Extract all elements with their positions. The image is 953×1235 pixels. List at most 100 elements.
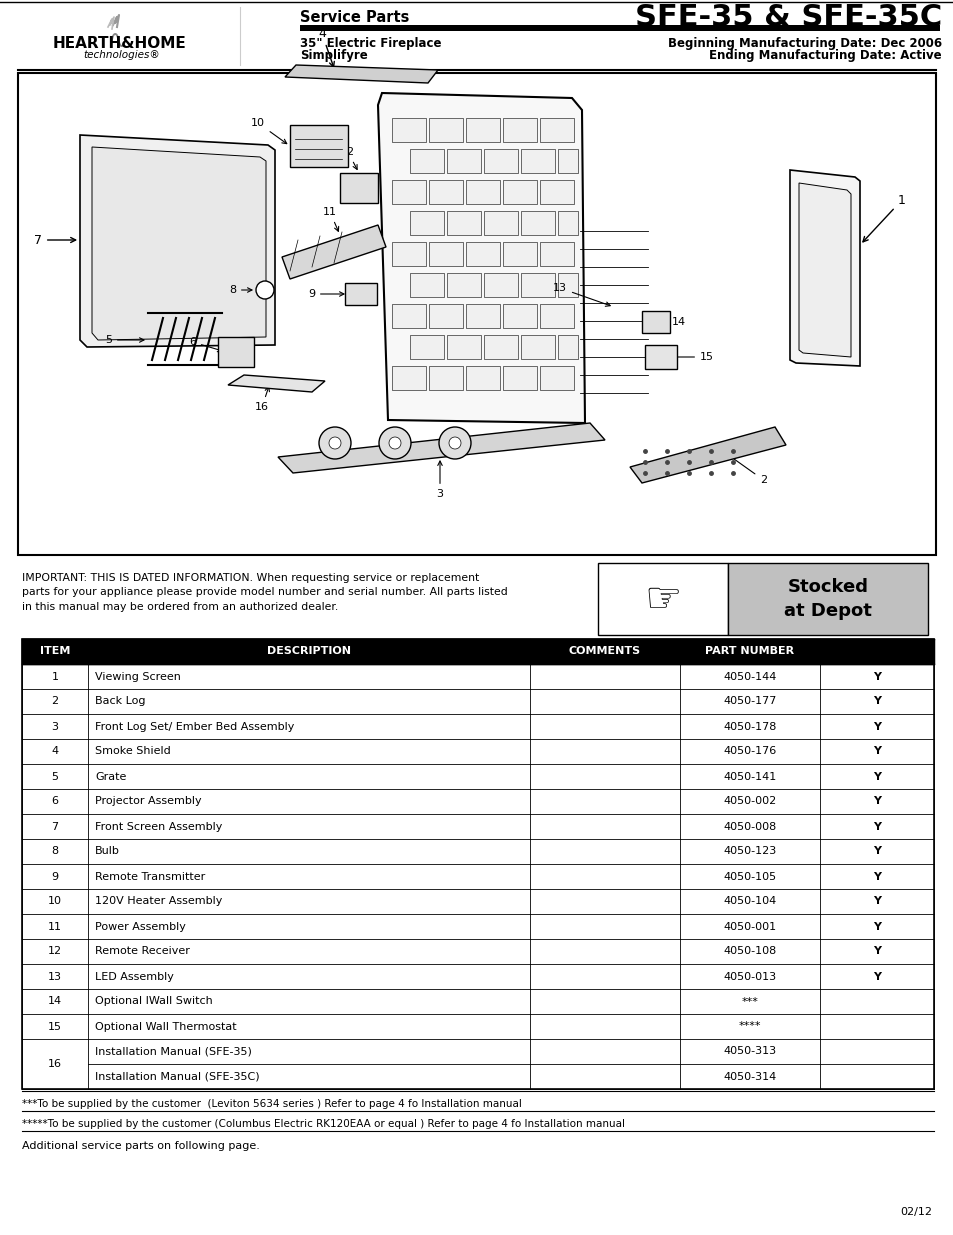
Text: Projector Assembly: Projector Assembly: [95, 797, 201, 806]
Bar: [539, 242, 574, 266]
Polygon shape: [629, 427, 785, 483]
Bar: [502, 180, 537, 204]
Bar: [339, 173, 377, 203]
Text: 4050-105: 4050-105: [722, 872, 776, 882]
Text: 4: 4: [51, 746, 58, 757]
Bar: [18, 73, 935, 555]
Bar: [22, 638, 933, 1089]
Bar: [447, 211, 480, 235]
Text: 3: 3: [436, 461, 443, 499]
Text: 4050-123: 4050-123: [722, 846, 776, 857]
Bar: [429, 304, 462, 329]
Text: 3: 3: [51, 721, 58, 731]
Bar: [727, 563, 927, 635]
Text: Grate: Grate: [95, 772, 126, 782]
Text: 16: 16: [48, 1058, 62, 1070]
Circle shape: [329, 437, 340, 450]
Circle shape: [378, 427, 411, 459]
Bar: [429, 180, 462, 204]
Bar: [641, 311, 669, 333]
Text: Service Parts: Service Parts: [299, 10, 409, 25]
Bar: [447, 149, 480, 173]
Text: 12: 12: [340, 147, 356, 169]
Polygon shape: [377, 93, 584, 424]
Bar: [502, 366, 537, 390]
Bar: [465, 242, 499, 266]
Text: 11: 11: [48, 921, 62, 931]
Text: 02/12: 02/12: [899, 1207, 931, 1216]
Polygon shape: [277, 424, 604, 473]
Text: Additional service parts on following page.: Additional service parts on following pa…: [22, 1141, 259, 1151]
Bar: [22, 864, 933, 889]
Bar: [22, 839, 933, 864]
Bar: [429, 366, 462, 390]
Bar: [410, 149, 443, 173]
Bar: [520, 149, 555, 173]
Text: Y: Y: [872, 946, 880, 956]
Text: 4050-176: 4050-176: [722, 746, 776, 757]
Bar: [299, 25, 939, 31]
Text: Y: Y: [872, 872, 880, 882]
Bar: [465, 119, 499, 142]
Text: Front Log Set/ Ember Bed Assembly: Front Log Set/ Ember Bed Assembly: [95, 721, 294, 731]
Bar: [429, 242, 462, 266]
Bar: [558, 273, 578, 296]
Bar: [558, 211, 578, 235]
Text: 6: 6: [51, 797, 58, 806]
Bar: [22, 989, 933, 1014]
Text: 2: 2: [722, 451, 766, 485]
Polygon shape: [80, 135, 274, 347]
Text: 6: 6: [189, 337, 222, 352]
Text: ITEM: ITEM: [40, 646, 71, 657]
Bar: [447, 335, 480, 359]
Text: Power Assembly: Power Assembly: [95, 921, 186, 931]
Text: 13: 13: [48, 972, 62, 982]
Text: 4050-141: 4050-141: [722, 772, 776, 782]
Bar: [22, 939, 933, 965]
Text: 9: 9: [51, 872, 58, 882]
Text: 9: 9: [308, 289, 344, 299]
Text: Y: Y: [872, 672, 880, 682]
Circle shape: [449, 437, 460, 450]
Bar: [345, 283, 376, 305]
Circle shape: [438, 427, 471, 459]
Bar: [290, 125, 348, 167]
Text: Y: Y: [872, 697, 880, 706]
Text: Viewing Screen: Viewing Screen: [95, 672, 181, 682]
Text: 4050-013: 4050-013: [722, 972, 776, 982]
Text: 4050-108: 4050-108: [722, 946, 776, 956]
Bar: [22, 889, 933, 914]
Text: 35" Electric Fireplace: 35" Electric Fireplace: [299, 37, 441, 49]
Text: 10: 10: [251, 119, 287, 143]
Text: Y: Y: [872, 746, 880, 757]
Bar: [392, 180, 426, 204]
Text: 14: 14: [48, 997, 62, 1007]
Text: 10: 10: [48, 897, 62, 906]
Bar: [22, 914, 933, 939]
Bar: [22, 638, 933, 664]
Text: 4050-314: 4050-314: [722, 1072, 776, 1082]
Text: Remote Receiver: Remote Receiver: [95, 946, 190, 956]
Text: PART NUMBER: PART NUMBER: [704, 646, 794, 657]
Bar: [392, 119, 426, 142]
Bar: [520, 273, 555, 296]
Text: ☞: ☞: [643, 578, 681, 620]
Bar: [392, 242, 426, 266]
Text: 7: 7: [34, 233, 75, 247]
Text: LED Assembly: LED Assembly: [95, 972, 173, 982]
Text: Y: Y: [872, 797, 880, 806]
Circle shape: [318, 427, 351, 459]
Bar: [410, 335, 443, 359]
Text: 4050-177: 4050-177: [722, 697, 776, 706]
Bar: [22, 764, 933, 789]
Text: ***To be supplied by the customer  (Leviton 5634 series ) Refer to page 4 fo Ins: ***To be supplied by the customer (Levit…: [22, 1099, 521, 1109]
Text: Optional IWall Switch: Optional IWall Switch: [95, 997, 213, 1007]
Text: Y: Y: [872, 846, 880, 857]
Text: 1: 1: [51, 672, 58, 682]
Text: Installation Manual (SFE-35): Installation Manual (SFE-35): [95, 1046, 252, 1056]
Bar: [483, 273, 517, 296]
Bar: [392, 366, 426, 390]
Polygon shape: [91, 147, 266, 340]
Polygon shape: [799, 183, 850, 357]
Text: 7: 7: [51, 821, 58, 831]
